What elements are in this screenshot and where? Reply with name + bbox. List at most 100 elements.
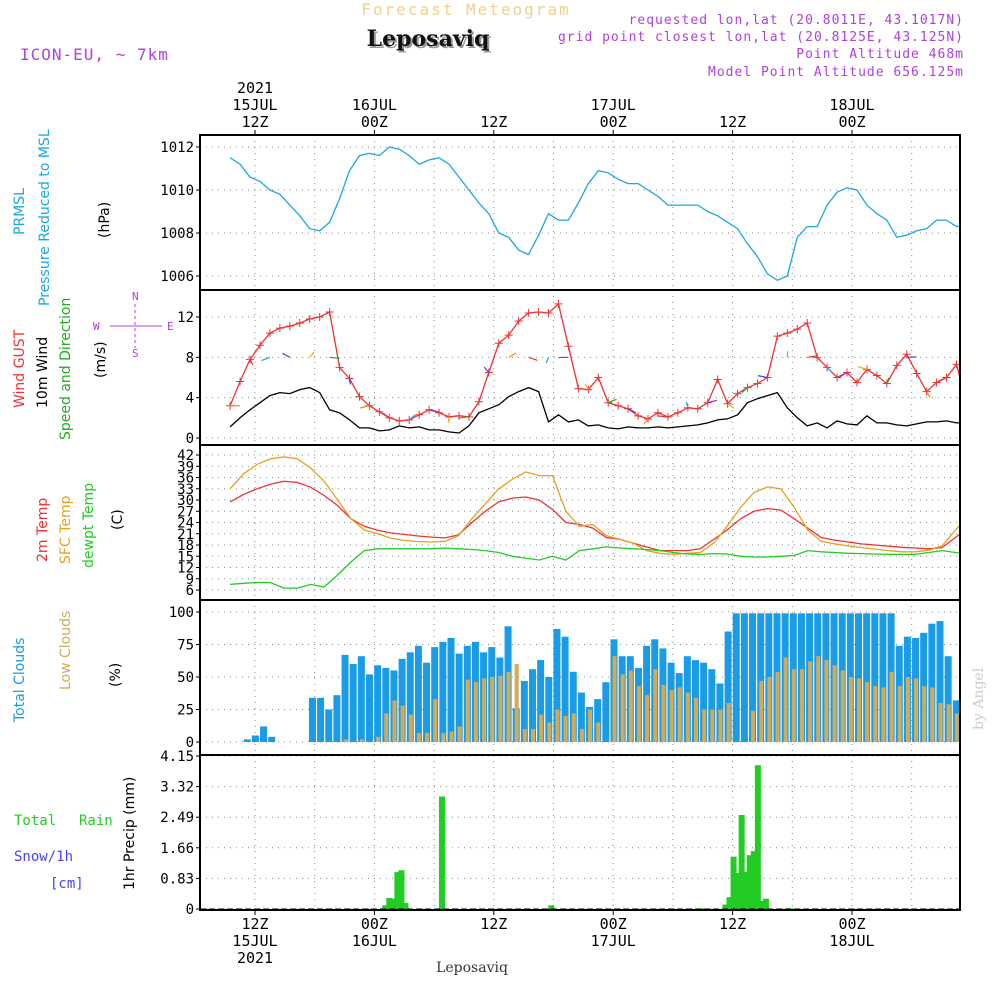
time-axis-label: 15JUL	[232, 932, 277, 950]
gust-marker	[713, 375, 722, 384]
cloud-low-bar	[392, 700, 397, 742]
time-axis-label: 12Z	[241, 113, 268, 131]
cloud-low-bar	[791, 669, 796, 742]
gust-marker	[395, 416, 404, 425]
cloud-total-bar	[333, 695, 341, 742]
cloud-low-bar	[677, 687, 682, 742]
cloud-low-bar	[433, 699, 438, 742]
cloud-low-bar	[449, 731, 454, 742]
precip-snow-unit: [cm]	[50, 876, 84, 892]
rain-bar	[382, 905, 389, 909]
temperature-ytick-label: 24	[177, 516, 194, 532]
cloud-low-bar	[865, 682, 870, 742]
time-axis-label: 00Z	[838, 113, 865, 131]
gust-marker	[872, 371, 881, 380]
temperature-ytick-label: 33	[177, 482, 194, 498]
wind-direction-label: Speed and Direction	[58, 298, 74, 440]
forecast-meteogram-title: Forecast Meteogram	[361, 0, 570, 19]
point-altitude: Point Altitude 468m	[796, 47, 964, 62]
gust-marker	[843, 368, 852, 377]
cloud-low-bar	[588, 709, 593, 742]
precip-frame	[199, 754, 961, 911]
cloud-low-bar	[636, 686, 641, 742]
time-axis-label: 17JUL	[591, 96, 636, 114]
precip-unit: 1hr Precip (mm)	[122, 777, 138, 890]
cloud-low-bar	[416, 732, 421, 742]
gust-marker	[773, 332, 782, 341]
cloud-low-bar	[767, 677, 772, 742]
cloud-low-bar	[514, 664, 519, 742]
cloud-total-bar	[414, 645, 422, 742]
pressure-series-0	[229, 146, 960, 282]
wind-direction-arrow	[727, 403, 735, 409]
cloud-low-bar	[702, 709, 707, 742]
gust-marker	[653, 408, 662, 417]
time-axis-label: 2021	[237, 949, 273, 967]
gust-marker	[594, 373, 603, 382]
clouds-plot	[243, 613, 960, 742]
gust-marker	[295, 319, 304, 328]
cloud-low-bar	[905, 677, 910, 742]
wind-direction-arrow	[528, 356, 538, 361]
wind-ytick-label: 12	[177, 310, 194, 326]
cloud-low-bar	[857, 678, 861, 742]
temp-sfc-label: SFC Temp	[58, 495, 74, 564]
temperature-series-2	[230, 546, 960, 589]
cloud-total-bar	[928, 623, 936, 742]
wind-direction-arrow	[826, 367, 833, 374]
gust-marker	[614, 401, 623, 410]
cloud-total-bar	[577, 692, 585, 742]
rain-bar	[402, 903, 409, 909]
gust-marker	[793, 325, 802, 334]
precip-total-label: Total	[14, 813, 56, 829]
cloud-low-bar	[343, 739, 348, 742]
cloud-low-bar	[694, 697, 698, 742]
cloud-low-bar	[922, 686, 927, 742]
gust-marker	[564, 342, 573, 351]
cloud-total-bar	[732, 613, 740, 742]
location-title-front: Leposaviq	[367, 26, 490, 52]
time-axis-label: 12Z	[719, 113, 746, 131]
gust-marker	[255, 341, 264, 350]
wind-direction-arrow	[886, 377, 890, 384]
temperature-plot	[229, 456, 960, 589]
wind-direction-arrow	[807, 355, 818, 358]
cloud-low-bar	[685, 692, 690, 742]
time-axis-label: 2021	[237, 79, 273, 97]
cloud-low-bar	[808, 661, 813, 742]
rain-bar	[742, 872, 749, 909]
gust-marker	[514, 317, 523, 326]
cloud-low-bar	[954, 713, 959, 742]
cloud-low-bar	[473, 682, 478, 742]
cloud-total-bar	[569, 671, 577, 742]
rain-bar	[730, 856, 737, 909]
time-axis-label: 12Z	[480, 113, 507, 131]
gust-marker	[783, 329, 792, 338]
cloud-low-bar	[816, 656, 821, 742]
cloud-low-bar	[914, 678, 919, 742]
pressure-ytick-label: 1010	[160, 183, 194, 199]
rain-bar	[762, 898, 769, 909]
gust-marker	[803, 319, 812, 328]
wind-direction-arrow	[757, 375, 768, 379]
time-axis-label: 15JUL	[232, 96, 277, 114]
gust-marker	[435, 408, 444, 417]
cloud-low-bar	[620, 674, 625, 742]
pressure-frame	[199, 134, 961, 291]
cloud-total-bar	[724, 631, 732, 742]
wind-direction-arrow	[261, 356, 271, 362]
time-axis-label: 17JUL	[591, 932, 636, 950]
pressure-unit: (hPa)	[97, 202, 113, 238]
requested-coords: requested lon,lat (20.8011E, 43.1017N)	[629, 13, 964, 28]
wind-unit: (m/s)	[93, 341, 109, 378]
wind-ytick-label: 0	[186, 431, 194, 447]
rain-bar	[746, 855, 753, 909]
wind-plot	[226, 299, 960, 434]
gust-marker	[504, 331, 513, 340]
wind-direction-arrow	[282, 352, 291, 358]
wind-direction-arrow	[329, 356, 340, 359]
location-title: Leposaviq	[369, 28, 492, 54]
cloud-total-bar	[447, 638, 455, 742]
gust-marker	[265, 329, 274, 338]
